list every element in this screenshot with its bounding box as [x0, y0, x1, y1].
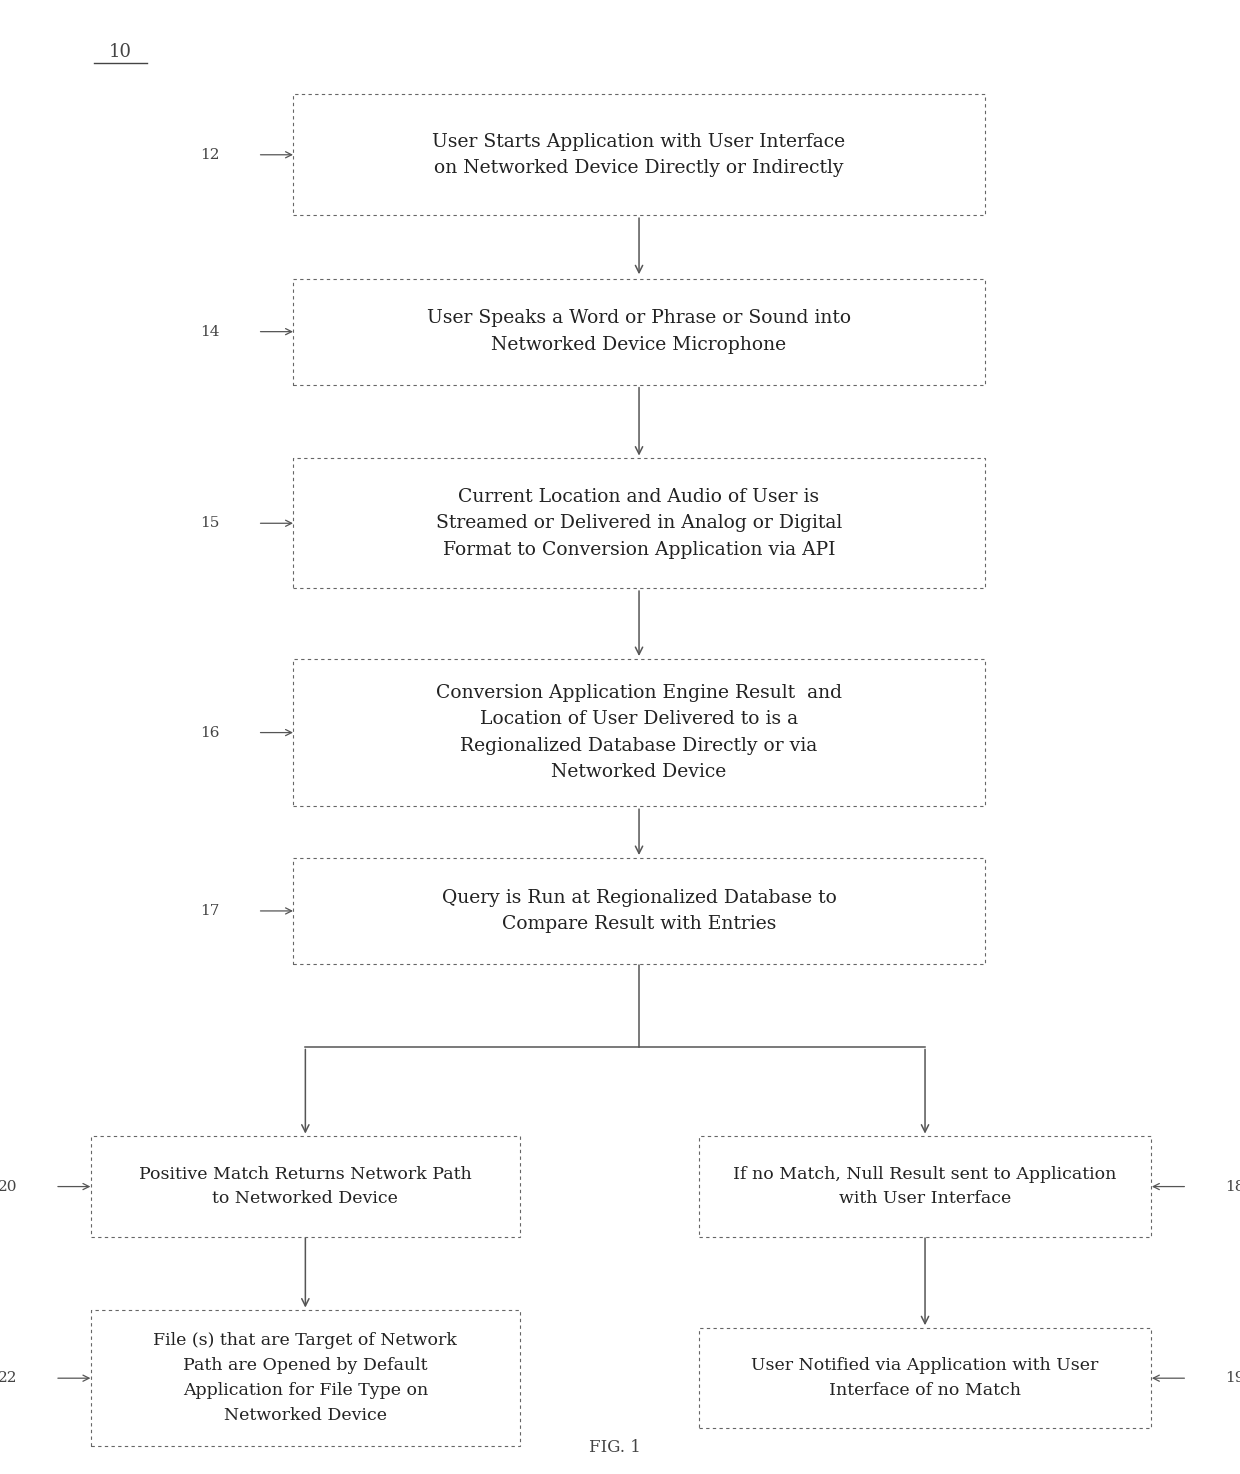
Text: If no Match, Null Result sent to Application
with User Interface: If no Match, Null Result sent to Applica…: [733, 1166, 1117, 1207]
Text: File (s) that are Target of Network
Path are Opened by Default
Application for F: File (s) that are Target of Network Path…: [154, 1332, 458, 1424]
Text: FIG. 1: FIG. 1: [589, 1439, 641, 1456]
Text: User Notified via Application with User
Interface of no Match: User Notified via Application with User …: [751, 1358, 1099, 1399]
Text: 10: 10: [109, 43, 133, 60]
FancyBboxPatch shape: [294, 279, 985, 385]
Text: Conversion Application Engine Result  and
Location of User Delivered to is a
Reg: Conversion Application Engine Result and…: [436, 684, 842, 781]
Text: 19: 19: [1225, 1371, 1240, 1386]
Text: User Starts Application with User Interface
on Networked Device Directly or Indi: User Starts Application with User Interf…: [433, 133, 846, 177]
Text: 16: 16: [201, 725, 219, 740]
Text: Positive Match Returns Network Path
to Networked Device: Positive Match Returns Network Path to N…: [139, 1166, 471, 1207]
Text: 20: 20: [0, 1179, 17, 1194]
FancyBboxPatch shape: [294, 458, 985, 588]
FancyBboxPatch shape: [91, 1136, 520, 1237]
FancyBboxPatch shape: [294, 94, 985, 215]
Text: Current Location and Audio of User is
Streamed or Delivered in Analog or Digital: Current Location and Audio of User is St…: [436, 488, 842, 559]
FancyBboxPatch shape: [91, 1310, 520, 1446]
Text: 17: 17: [201, 904, 219, 918]
Text: 22: 22: [0, 1371, 17, 1386]
Text: 18: 18: [1225, 1179, 1240, 1194]
FancyBboxPatch shape: [294, 858, 985, 964]
FancyBboxPatch shape: [294, 659, 985, 806]
Text: User Speaks a Word or Phrase or Sound into
Networked Device Microphone: User Speaks a Word or Phrase or Sound in…: [427, 310, 851, 354]
Text: 12: 12: [201, 147, 219, 162]
Text: Query is Run at Regionalized Database to
Compare Result with Entries: Query is Run at Regionalized Database to…: [441, 889, 837, 933]
Text: 15: 15: [201, 516, 219, 531]
Text: 14: 14: [201, 324, 219, 339]
FancyBboxPatch shape: [698, 1328, 1152, 1428]
FancyBboxPatch shape: [698, 1136, 1152, 1237]
